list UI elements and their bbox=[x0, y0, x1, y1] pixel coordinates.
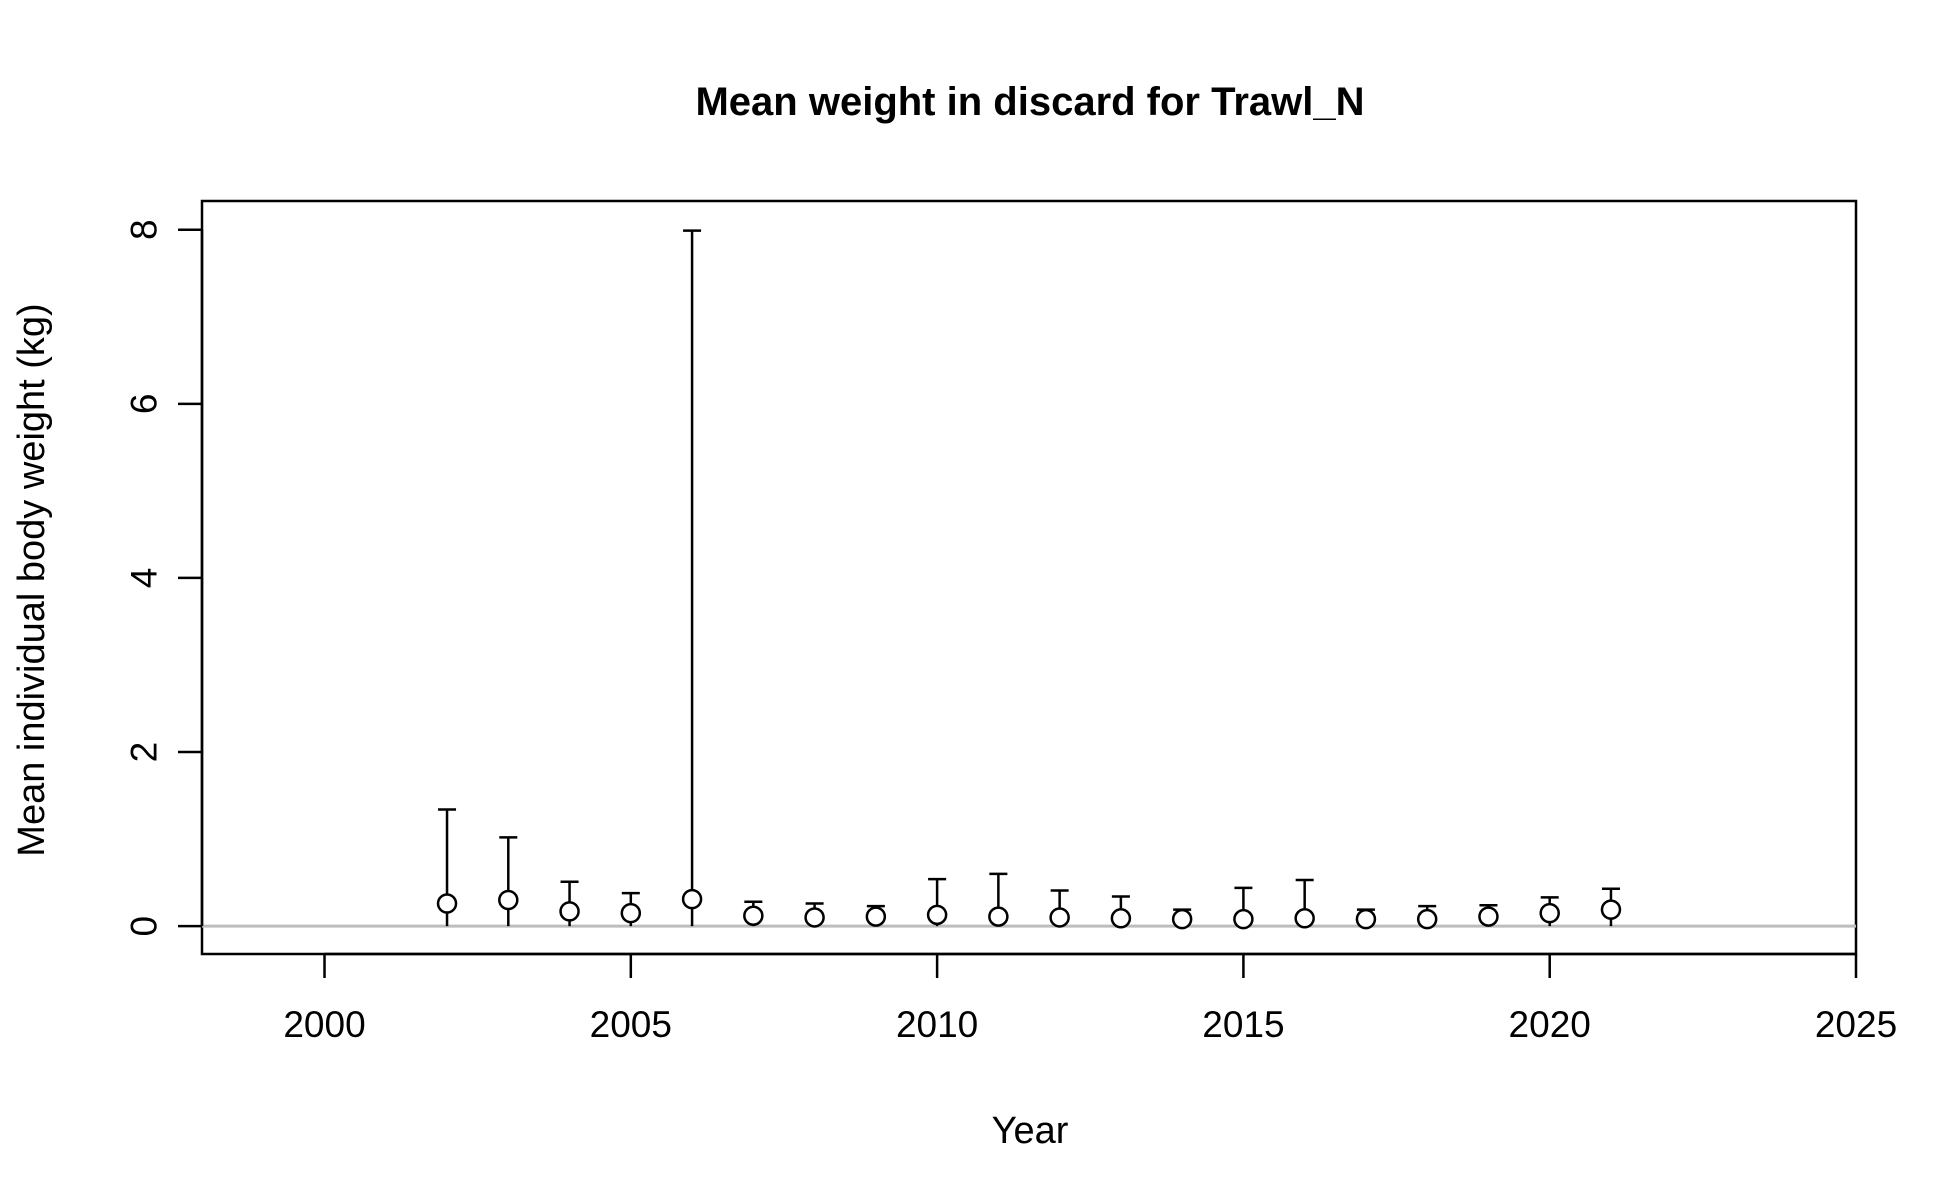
data-point bbox=[804, 907, 825, 928]
data-point bbox=[1478, 906, 1499, 927]
error-bars bbox=[438, 229, 1620, 927]
y-axis-title: Mean individual body weight (kg) bbox=[11, 303, 53, 856]
plot-frame bbox=[200, 199, 1858, 956]
data-points bbox=[436, 888, 1622, 930]
data-point bbox=[1600, 899, 1622, 920]
x-tick-label: 2025 bbox=[1815, 1004, 1897, 1045]
data-point bbox=[988, 906, 1009, 927]
data-point bbox=[681, 888, 703, 910]
x-axis: 2000 2005 2010 2015 2020 2025 bbox=[283, 952, 1897, 1045]
data-point bbox=[1049, 907, 1070, 928]
x-tick-label: 2010 bbox=[896, 1004, 978, 1045]
data-point bbox=[865, 906, 887, 927]
x-tick-label: 2020 bbox=[1509, 1004, 1591, 1045]
data-point bbox=[926, 904, 948, 926]
chart-title: Mean weight in discard for Trawl_N bbox=[695, 80, 1364, 124]
x-axis-title: Year bbox=[992, 1110, 1069, 1152]
x-tick-label: 2000 bbox=[283, 1004, 365, 1045]
data-point bbox=[1355, 908, 1377, 930]
y-tick-label: 8 bbox=[124, 219, 165, 240]
y-tick-label: 4 bbox=[124, 568, 165, 589]
data-point bbox=[620, 902, 642, 924]
data-point bbox=[436, 893, 458, 914]
data-point bbox=[1539, 902, 1560, 924]
y-axis: 0 2 4 6 8 bbox=[124, 219, 204, 937]
data-point bbox=[743, 905, 764, 926]
y-tick-label: 0 bbox=[124, 916, 165, 937]
y-tick-label: 6 bbox=[124, 394, 165, 415]
data-point bbox=[559, 901, 580, 922]
data-point bbox=[1294, 908, 1315, 929]
data-point bbox=[1110, 908, 1132, 929]
data-point bbox=[498, 889, 519, 911]
y-tick-label: 2 bbox=[124, 742, 165, 763]
data-point bbox=[1233, 908, 1254, 930]
x-tick-label: 2015 bbox=[1202, 1004, 1284, 1045]
data-point bbox=[1416, 908, 1438, 930]
x-tick-label: 2005 bbox=[590, 1004, 672, 1045]
data-point bbox=[1171, 908, 1193, 930]
